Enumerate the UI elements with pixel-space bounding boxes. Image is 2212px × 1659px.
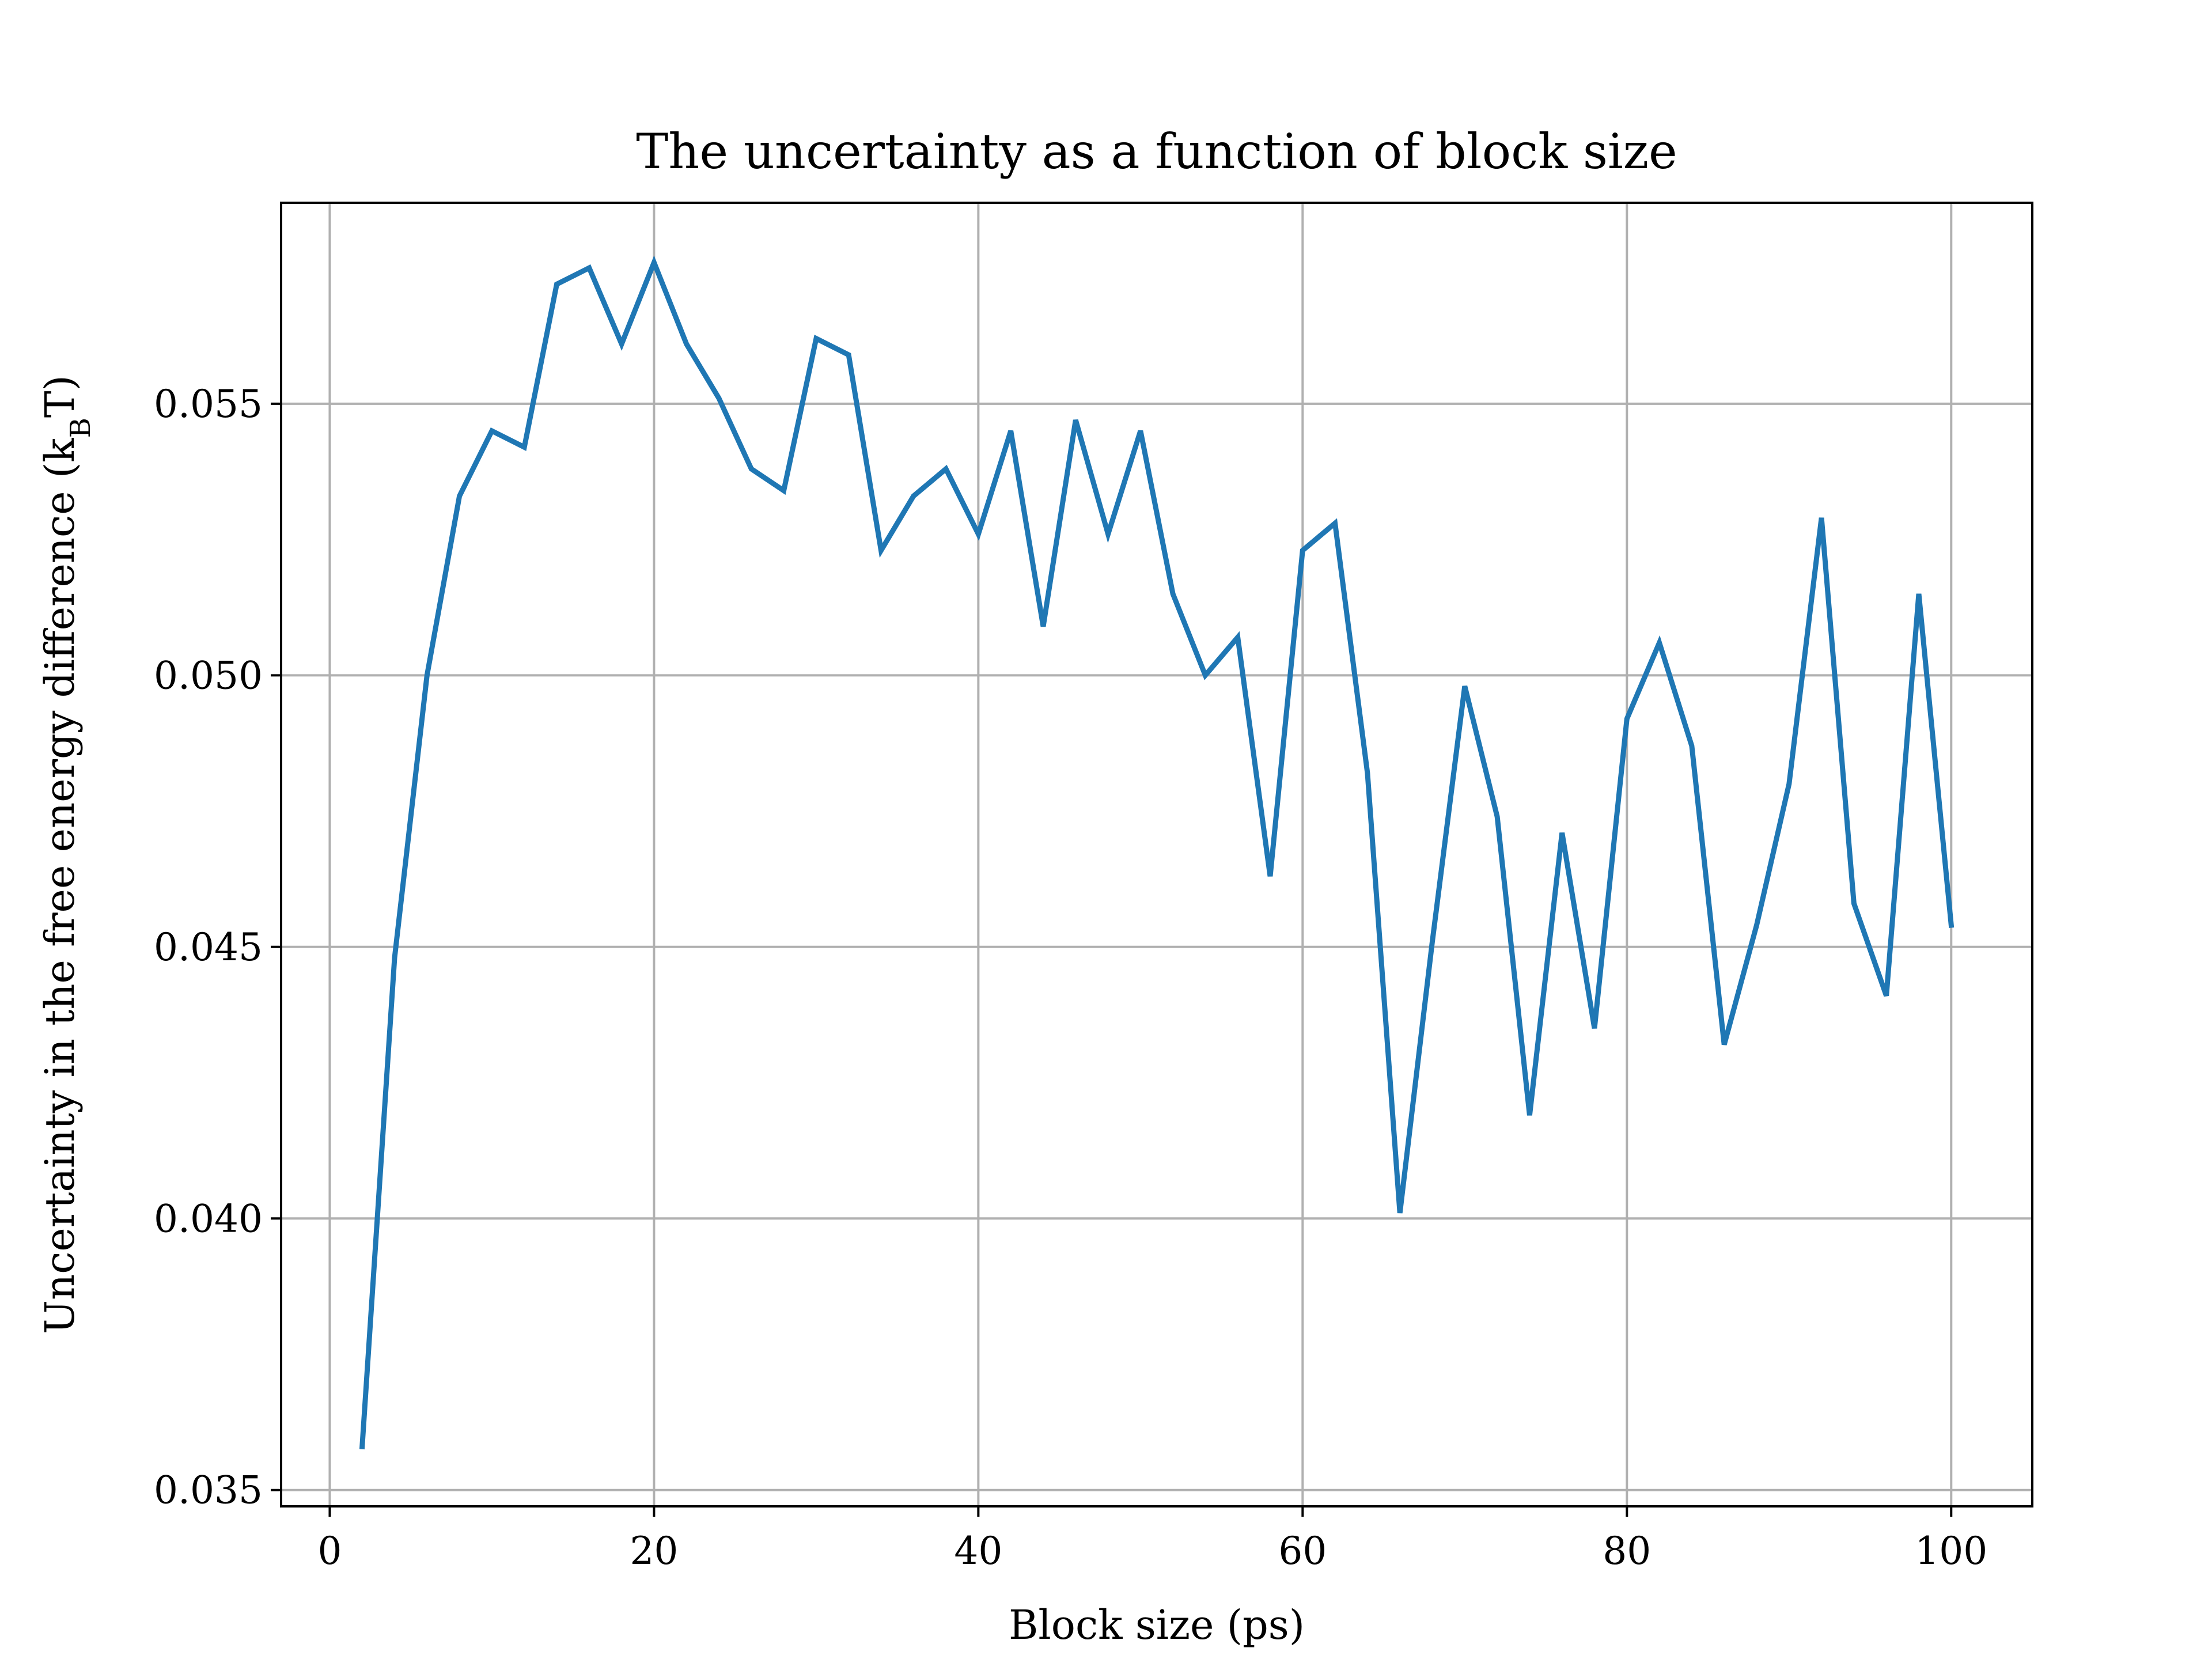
y-tick-label: 0.040 — [154, 1196, 263, 1241]
series-line — [359, 255, 1955, 1450]
y-tick-label: 0.055 — [154, 382, 263, 426]
series-layer — [359, 255, 1955, 1450]
x-axis-ticks: 0 20 40 60 80 100 — [317, 1506, 1987, 1573]
x-tick-label: 40 — [954, 1529, 1002, 1573]
y-axis-label-subscript: B — [65, 418, 97, 438]
y-axis-label-main: Uncertainty in the free energy differenc… — [36, 438, 84, 1334]
plot-area — [281, 203, 2032, 1506]
x-tick-label: 0 — [317, 1529, 342, 1573]
x-tick-label: 100 — [1915, 1529, 1987, 1573]
x-tick-label: 80 — [1603, 1529, 1651, 1573]
grid — [281, 203, 2032, 1506]
y-tick-label: 0.035 — [154, 1468, 263, 1513]
chart-title: The uncertainty as a function of block s… — [636, 123, 1677, 180]
axes-frame — [280, 202, 2033, 1508]
x-axis-label: Block size (ps) — [1009, 1601, 1305, 1649]
y-tick-label: 0.045 — [154, 925, 263, 969]
y-tick-label: 0.050 — [154, 653, 263, 698]
y-axis-label-end: T) — [36, 375, 84, 418]
x-tick-label: 60 — [1278, 1529, 1327, 1573]
y-axis-label: Uncertainty in the free energy differenc… — [36, 375, 97, 1334]
y-axis-ticks: 0.035 0.040 0.045 0.050 0.055 — [154, 382, 281, 1513]
x-tick-label: 20 — [630, 1529, 678, 1573]
